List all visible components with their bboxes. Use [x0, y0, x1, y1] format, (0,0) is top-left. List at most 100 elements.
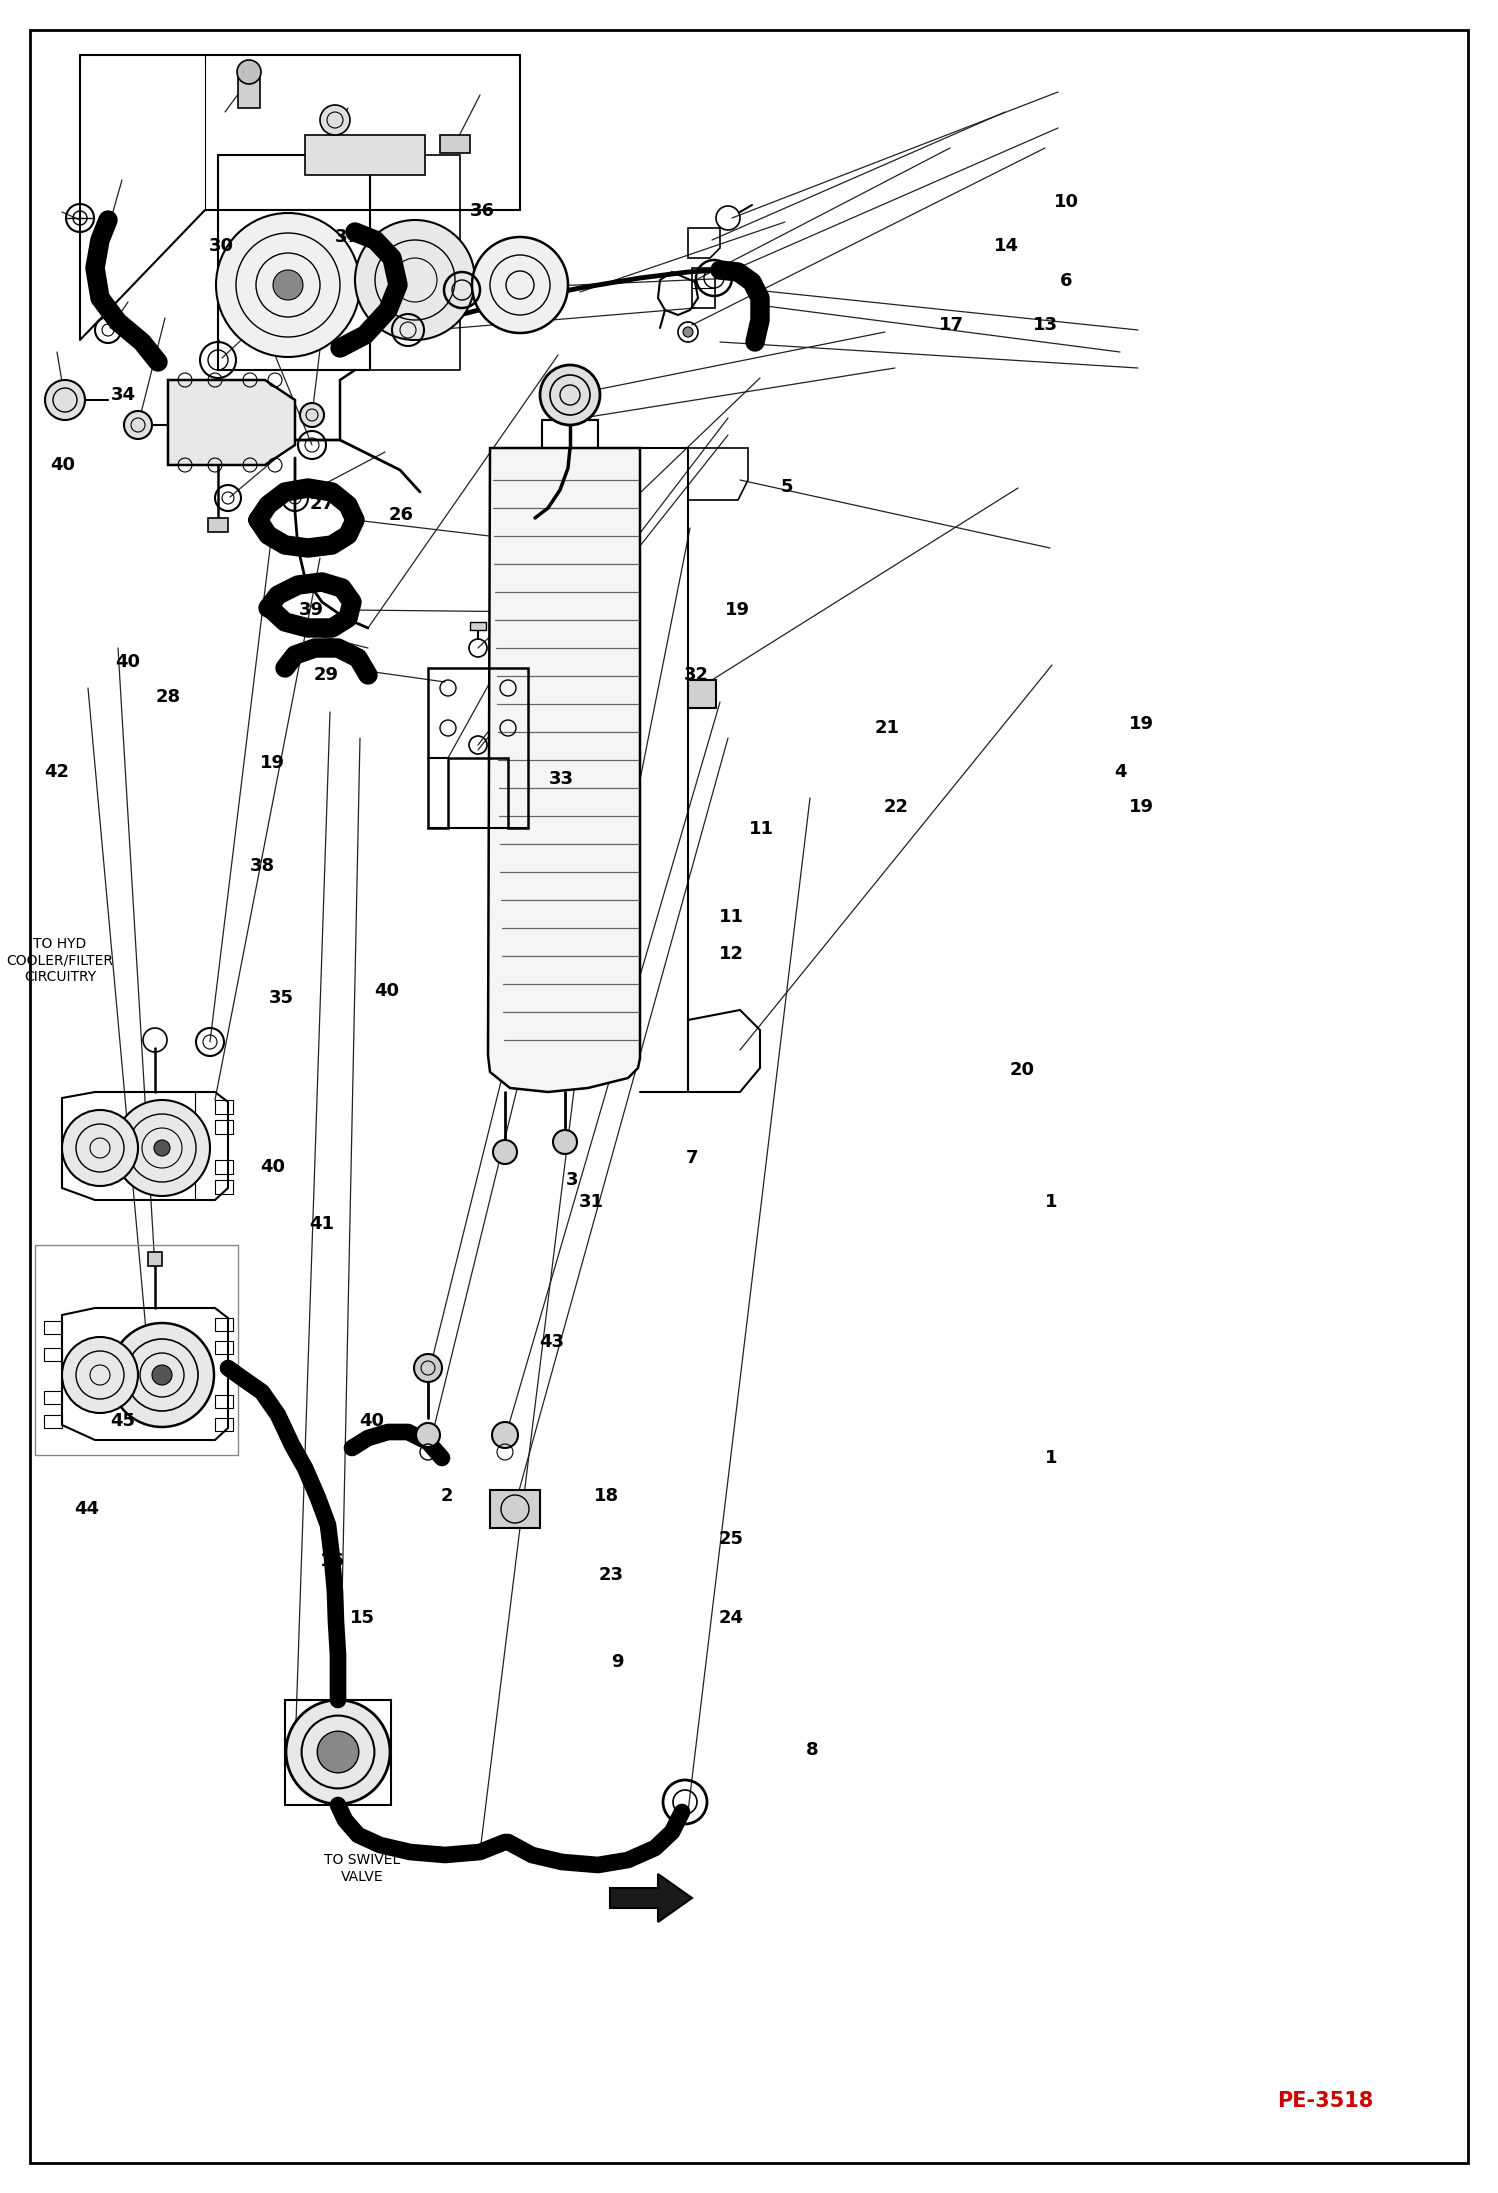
Circle shape: [61, 1110, 138, 1186]
Bar: [490, 1489, 539, 1529]
Text: 1: 1: [1046, 1193, 1058, 1211]
Text: 4: 4: [1115, 763, 1126, 781]
Text: PE-3518: PE-3518: [1278, 2090, 1374, 2112]
Text: 20: 20: [1010, 1061, 1034, 1079]
Text: 1: 1: [1046, 1450, 1058, 1467]
Text: 19: 19: [1129, 798, 1153, 816]
Text: 3: 3: [566, 1171, 578, 1189]
Bar: [306, 136, 425, 175]
Text: 11: 11: [749, 820, 773, 838]
Text: 35: 35: [270, 989, 294, 1007]
Text: 16: 16: [321, 1553, 345, 1570]
Circle shape: [355, 219, 475, 340]
Text: 19: 19: [725, 601, 749, 618]
Polygon shape: [488, 447, 640, 1092]
Bar: [216, 1101, 234, 1114]
Circle shape: [300, 404, 324, 428]
Circle shape: [114, 1101, 210, 1195]
Bar: [216, 1180, 234, 1193]
Circle shape: [539, 364, 601, 425]
Text: 14: 14: [995, 237, 1019, 254]
Circle shape: [109, 1322, 214, 1428]
Circle shape: [124, 410, 151, 439]
Bar: [148, 1252, 162, 1265]
Text: 45: 45: [111, 1412, 135, 1430]
Text: 28: 28: [156, 689, 180, 706]
Text: 18: 18: [595, 1487, 619, 1504]
Circle shape: [151, 1364, 172, 1386]
Circle shape: [45, 379, 85, 421]
Text: 29: 29: [315, 667, 339, 684]
Bar: [285, 1700, 391, 1805]
Circle shape: [493, 1140, 517, 1164]
Polygon shape: [168, 379, 295, 465]
Text: 23: 23: [599, 1566, 623, 1583]
Bar: [216, 1340, 234, 1353]
Text: 40: 40: [261, 1158, 285, 1175]
Bar: [216, 1121, 234, 1134]
Text: 42: 42: [45, 763, 69, 781]
Text: 40: 40: [115, 654, 139, 671]
Circle shape: [321, 105, 351, 136]
Bar: [43, 1414, 61, 1428]
Circle shape: [216, 213, 360, 357]
Text: 38: 38: [250, 857, 274, 875]
Bar: [43, 1320, 61, 1333]
Text: TO HYD
COOLER/FILTER
CIRCUITRY: TO HYD COOLER/FILTER CIRCUITRY: [6, 936, 114, 985]
Circle shape: [61, 1338, 138, 1412]
Text: 8: 8: [806, 1741, 818, 1759]
Text: 7: 7: [686, 1149, 698, 1167]
Bar: [43, 1349, 61, 1362]
Text: 40: 40: [51, 456, 75, 474]
Text: 19: 19: [261, 754, 285, 772]
Text: 10: 10: [1055, 193, 1079, 211]
Text: 27: 27: [310, 496, 334, 513]
Circle shape: [416, 1423, 440, 1447]
Text: 36: 36: [470, 202, 494, 219]
Bar: [216, 1318, 234, 1331]
Text: 17: 17: [939, 316, 963, 333]
Bar: [208, 518, 228, 533]
Text: 32: 32: [685, 667, 709, 684]
Bar: [43, 1390, 61, 1404]
Circle shape: [273, 270, 303, 300]
Circle shape: [318, 1730, 360, 1772]
Text: 33: 33: [550, 770, 574, 787]
Bar: [216, 1160, 234, 1173]
Polygon shape: [610, 1875, 692, 1921]
Bar: [440, 136, 470, 154]
Circle shape: [286, 1700, 389, 1805]
Bar: [216, 1419, 234, 1432]
Text: 11: 11: [719, 908, 743, 925]
Text: 24: 24: [719, 1610, 743, 1627]
Text: 15: 15: [351, 1610, 374, 1627]
Text: 31: 31: [580, 1193, 604, 1211]
Circle shape: [154, 1140, 169, 1156]
Text: 43: 43: [539, 1333, 563, 1351]
Text: 39: 39: [300, 601, 324, 618]
Bar: [238, 79, 261, 107]
Text: 9: 9: [611, 1654, 623, 1671]
Text: 26: 26: [389, 507, 413, 524]
Circle shape: [413, 1353, 442, 1382]
Bar: [688, 680, 716, 708]
Text: 40: 40: [360, 1412, 383, 1430]
Circle shape: [553, 1129, 577, 1154]
Bar: [216, 1395, 234, 1408]
Text: 37: 37: [336, 228, 360, 246]
Text: 12: 12: [719, 945, 743, 963]
Text: 30: 30: [210, 237, 234, 254]
Text: TO SWIVEL
VALVE: TO SWIVEL VALVE: [325, 1853, 400, 1884]
Text: 5: 5: [780, 478, 792, 496]
Circle shape: [472, 237, 568, 333]
Text: 13: 13: [1034, 316, 1058, 333]
Text: 44: 44: [75, 1500, 99, 1518]
Text: 25: 25: [719, 1531, 743, 1548]
Text: 40: 40: [374, 982, 398, 1000]
Circle shape: [491, 1421, 518, 1447]
Text: 19: 19: [1129, 715, 1153, 732]
Text: 22: 22: [884, 798, 908, 816]
Bar: [470, 623, 485, 629]
Text: 21: 21: [875, 719, 899, 737]
Text: 34: 34: [111, 386, 135, 404]
